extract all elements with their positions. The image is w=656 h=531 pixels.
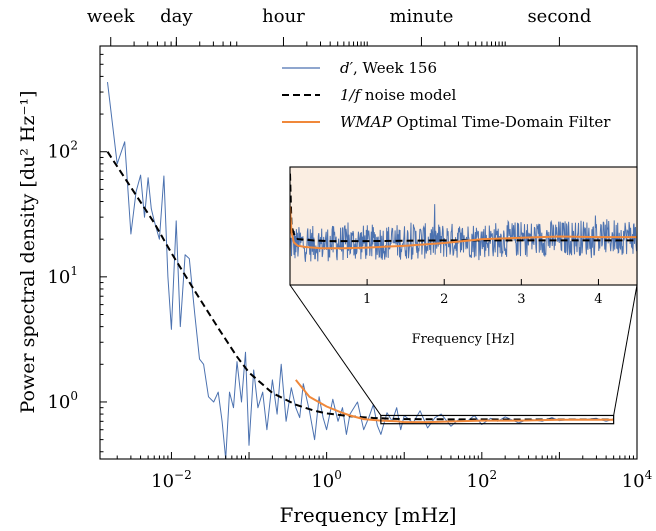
inset-background <box>290 167 637 285</box>
top-tick-label: hour <box>262 6 305 27</box>
series-line-2 <box>106 151 614 421</box>
inset-data-trace <box>290 204 637 262</box>
x-axis-label: Frequency [mHz] <box>279 503 456 527</box>
inset-x-tick-label: 1 <box>363 292 371 307</box>
y-tick-label: 100 <box>47 389 78 413</box>
legend-label-2: 1/f noise model <box>340 86 456 104</box>
x-tick-label: 102 <box>467 468 498 492</box>
legend: d′, Week 156 1/f noise model WMAP Optimal … <box>282 59 611 131</box>
zoom-connector-left <box>289 284 382 416</box>
top-tick-label: week <box>87 6 136 27</box>
top-tick-label: second <box>527 6 591 27</box>
inset-x-tick-label: 3 <box>517 292 525 307</box>
zoom-region-box <box>380 414 615 425</box>
inset-x-tick-label: 4 <box>594 292 602 307</box>
inset-frame <box>289 166 638 286</box>
inset-plot: 1 2 3 4 Frequency [Hz] <box>289 166 638 347</box>
inset-filter-curve <box>290 206 637 250</box>
zoom-indicator <box>289 284 638 425</box>
legend-label-1: d′, Week 156 <box>340 59 437 77</box>
y-tick-label: 101 <box>47 264 78 288</box>
x-tick-label: 100 <box>311 468 342 492</box>
main-axis-ticks: 10−2 100 102 104 100 101 102 <box>47 45 653 492</box>
top-time-axis: week day hour minute second <box>87 6 591 46</box>
x-tick-label: 10−2 <box>151 468 192 492</box>
legend-label-3: WMAP Optimal Time-Domain Filter <box>340 113 611 131</box>
y-axis-label: Power spectral density [du² Hz⁻¹] <box>17 90 39 413</box>
inset-x-tick-label: 2 <box>440 292 448 307</box>
inset-x-axis-label: Frequency [Hz] <box>412 332 515 347</box>
x-tick-label: 104 <box>622 468 653 492</box>
y-tick-label: 102 <box>47 139 78 163</box>
inset-noise-model <box>290 173 637 243</box>
top-tick-label: minute <box>389 6 453 27</box>
zoom-connector-right <box>613 284 638 416</box>
series-line-3 <box>295 379 614 424</box>
top-tick-label: day <box>160 6 193 27</box>
inset-axis-ticks: 1 2 3 4 <box>363 279 603 307</box>
